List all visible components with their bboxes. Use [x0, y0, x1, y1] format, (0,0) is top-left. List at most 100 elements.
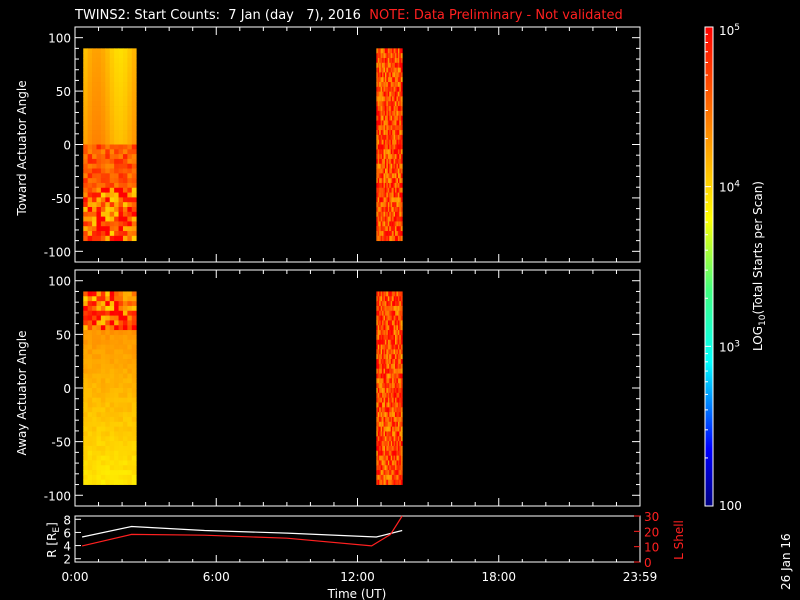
- heatmap-cell: [127, 441, 133, 447]
- heatmap-cell: [383, 301, 386, 307]
- heatmap-cell: [384, 206, 387, 213]
- heatmap-cell: [390, 221, 393, 227]
- heatmap-cell: [382, 354, 384, 360]
- heatmap-cell: [399, 130, 402, 136]
- heatmap-cell: [384, 421, 387, 428]
- heatmap-cell: [400, 101, 403, 107]
- heatmap-cell: [131, 339, 137, 345]
- heatmap-cell: [386, 334, 389, 341]
- heatmap-cell: [127, 139, 133, 145]
- heatmap-cell: [396, 154, 399, 160]
- heatmap-cell: [114, 96, 119, 102]
- heatmap-cell: [87, 445, 93, 452]
- heatmap-cell: [382, 431, 384, 437]
- heatmap-cell: [131, 144, 137, 150]
- heatmap-cell: [400, 221, 403, 227]
- heatmap-cell: [379, 344, 382, 350]
- heatmap-cell: [127, 354, 133, 360]
- heatmap-cell: [100, 301, 106, 307]
- heatmap-cell: [131, 192, 137, 198]
- heatmap-cell: [87, 363, 93, 370]
- heatmap-cell: [396, 339, 399, 345]
- heatmap-cell: [118, 62, 124, 68]
- heatmap-cell: [105, 330, 111, 336]
- heatmap-cell: [383, 363, 386, 370]
- heatmap-cell: [376, 182, 379, 189]
- heatmap-cell: [400, 388, 403, 394]
- heatmap-cell: [127, 125, 133, 131]
- heatmap-cell: [384, 211, 387, 218]
- heatmap-cell: [380, 57, 383, 64]
- heatmap-cell: [380, 62, 383, 68]
- heatmap-cell: [392, 436, 394, 442]
- heatmap-cell: [118, 465, 124, 471]
- heatmap-cell: [400, 231, 403, 237]
- heatmap-cell: [131, 310, 137, 316]
- heatmap-cell: [400, 392, 403, 399]
- heatmap-cell: [390, 388, 393, 394]
- heatmap-cell: [386, 320, 389, 326]
- heatmap-cell: [400, 197, 403, 203]
- heatmap-cell: [127, 173, 133, 179]
- heatmap-cell: [386, 344, 389, 350]
- heatmap-cell: [83, 305, 89, 312]
- heatmap-cell: [96, 101, 102, 107]
- heatmap-cell: [393, 349, 396, 355]
- heatmap-cell: [109, 330, 115, 336]
- heatmap-cell: [96, 231, 102, 237]
- heatmap-cell: [396, 310, 399, 316]
- heatmap-cell: [395, 139, 397, 145]
- heatmap-cell: [114, 363, 119, 370]
- heatmap-cell: [377, 460, 380, 466]
- heatmap-cell: [396, 450, 399, 456]
- heatmap-cell: [384, 436, 387, 442]
- heatmap-cell: [390, 206, 393, 213]
- heatmap-cell: [397, 130, 400, 136]
- heatmap-cell: [377, 383, 380, 389]
- heatmap-cell: [105, 465, 111, 471]
- heatmap-cell: [387, 450, 390, 456]
- heatmap-cell: [376, 82, 379, 88]
- heatmap-cell: [400, 139, 403, 145]
- heatmap-cell: [386, 178, 389, 184]
- heatmap-cell: [400, 211, 403, 218]
- heatmap-cell: [83, 465, 89, 471]
- heatmap-cell: [396, 202, 399, 208]
- heatmap-cell: [100, 163, 106, 169]
- heatmap-cell: [399, 163, 402, 169]
- heatmap-cell: [96, 216, 102, 222]
- heatmap-cell: [100, 392, 106, 399]
- heatmap-cell: [400, 192, 403, 198]
- heatmap-cell: [395, 402, 397, 408]
- heatmap-cell: [376, 388, 379, 394]
- heatmap-cell: [386, 53, 389, 59]
- heatmap-cell: [118, 134, 124, 141]
- heatmap-cell: [83, 436, 89, 442]
- heatmap-cell: [118, 436, 124, 442]
- heatmap-cell: [127, 202, 133, 208]
- heatmap-cell: [389, 431, 392, 437]
- heatmap-cell: [386, 474, 389, 481]
- heatmap-cell: [392, 412, 394, 418]
- heatmap-cell: [127, 388, 133, 394]
- heatmap-cell: [386, 445, 389, 452]
- heatmap-cell: [109, 305, 115, 312]
- heatmap-cell: [382, 310, 384, 316]
- heatmap-cell: [377, 470, 380, 476]
- heatmap-cell: [379, 450, 382, 456]
- heatmap-cell: [100, 426, 106, 432]
- heatmap-cell: [399, 479, 402, 485]
- heatmap-cell: [384, 226, 387, 232]
- heatmap-cell: [386, 465, 389, 471]
- heatmap-cell: [114, 110, 119, 117]
- heatmap-cell: [109, 216, 115, 222]
- heatmap-cell: [131, 315, 137, 321]
- heatmap-cell: [122, 192, 128, 198]
- heatmap-cell: [127, 330, 133, 336]
- heatmap-cell: [122, 221, 128, 227]
- heatmap-cell: [397, 163, 400, 169]
- y-tick-label-right: 0: [644, 556, 652, 570]
- heatmap-cell: [105, 91, 111, 97]
- heatmap-cell: [109, 412, 115, 418]
- heatmap-cell: [131, 455, 137, 461]
